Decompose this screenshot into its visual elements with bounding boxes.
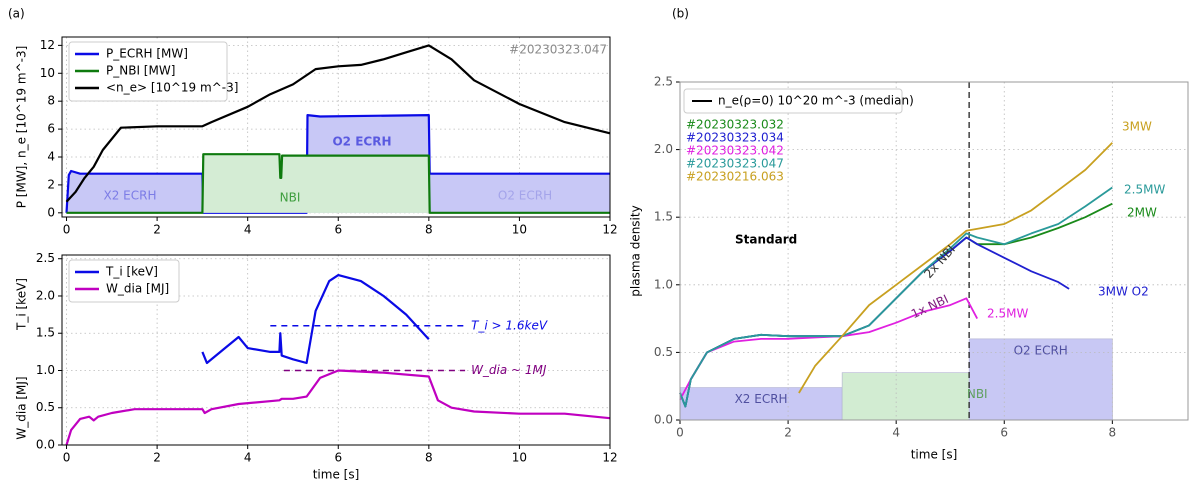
x-tick-label: 0 <box>63 451 71 465</box>
y-tick-label: 1.0 <box>654 277 673 291</box>
x-tick-label: 8 <box>1109 426 1117 440</box>
y-tick-label: 0 <box>47 205 55 219</box>
annotation: 2.5MW <box>1124 183 1165 197</box>
panel-label: (a) <box>8 7 25 21</box>
y-tick-label: 2.5 <box>36 251 55 265</box>
annotation: NBI <box>280 191 301 205</box>
y-tick-label: 1.5 <box>654 210 673 224</box>
x-tick-label: 6 <box>1000 426 1008 440</box>
annotation: 3MW <box>1122 120 1152 134</box>
panel-label: (b) <box>672 7 689 21</box>
legend-label: #20230323.047 <box>686 157 784 171</box>
x-tick-label: 6 <box>334 451 342 465</box>
legend-label: <n_e> [10^19 m^-3] <box>106 81 238 95</box>
x-tick-label: 2 <box>784 426 792 440</box>
legend-box <box>68 41 228 102</box>
annotation: Standard <box>735 233 797 247</box>
legend-label: n_e(ρ=0) 10^20 m^-3 (median) <box>718 94 914 108</box>
x-tick-label: 12 <box>602 451 617 465</box>
x-axis-label: time [s] <box>911 448 958 462</box>
y-axis-label: T_i [keV] <box>15 278 29 331</box>
region-label: NBI <box>967 387 988 401</box>
series-line <box>65 44 611 203</box>
series-line <box>201 274 430 365</box>
x-tick-label: 2 <box>153 451 161 465</box>
y-tick-label: 1.5 <box>36 326 55 340</box>
annotation: 3MW O2 <box>1098 285 1149 299</box>
x-tick-label: 10 <box>512 451 527 465</box>
legend-label: #20230216.063 <box>686 170 784 184</box>
region-label: O2 ECRH <box>1014 343 1068 357</box>
area <box>66 154 610 213</box>
x-tick-label: 4 <box>244 223 252 237</box>
series-line <box>66 153 610 214</box>
x-tick-label: 8 <box>425 451 433 465</box>
x-tick-label: 6 <box>334 223 342 237</box>
y-tick-label: 10 <box>40 66 55 80</box>
legend-label: #20230323.034 <box>686 131 784 145</box>
legend-label: P_ECRH [MW] <box>106 47 188 61</box>
y-tick-label: 2.5 <box>654 75 673 89</box>
region-label: X2 ECRH <box>735 392 788 406</box>
legend-label: W_dia [MJ] <box>106 282 169 296</box>
annotation: O2 ECRH <box>498 189 552 203</box>
annotation: 2.5MW <box>987 307 1028 321</box>
y-tick-label: 12 <box>40 38 55 52</box>
plot-frame <box>61 254 611 446</box>
y-tick-label: 1.0 <box>36 363 55 377</box>
y-tick-label: 0.5 <box>36 400 55 414</box>
y-tick-label: 6 <box>47 122 55 136</box>
y-axis-label: plasma density <box>629 205 643 296</box>
x-tick-label: 10 <box>512 223 527 237</box>
annotation: 2MW <box>1127 206 1157 220</box>
x-tick-label: 2 <box>153 223 161 237</box>
y-tick-label: 0.0 <box>654 413 673 427</box>
x-tick-label: 0 <box>63 223 71 237</box>
y-tick-label: 2 <box>47 177 55 191</box>
region <box>679 387 843 421</box>
series-line <box>798 142 1113 394</box>
legend-box <box>68 259 180 303</box>
x-tick-label: 4 <box>892 426 900 440</box>
y-tick-label: 0.5 <box>654 345 673 359</box>
plot-frame <box>679 81 1189 421</box>
y-tick-label: 0.0 <box>36 438 55 452</box>
y-tick-label: 4 <box>47 150 55 164</box>
series-line <box>65 369 611 446</box>
annotation: O2 ECRH <box>332 135 391 149</box>
series-line <box>679 186 1113 408</box>
x-tick-label: 4 <box>244 451 252 465</box>
annotation: #20230323.047 <box>509 43 607 57</box>
legend-box <box>683 88 903 114</box>
reference-label: T_i > 1.6keV <box>471 318 548 332</box>
annotation: 1x NBI <box>909 292 951 321</box>
y-axis-label: P [MW], n_e [10^19 m^-3] <box>15 46 29 209</box>
x-tick-label: 8 <box>425 223 433 237</box>
reference-label: W_dia ~ 1MJ <box>471 363 547 377</box>
plot-frame <box>61 36 611 218</box>
legend-label: P_NBI [MW] <box>106 64 175 78</box>
x-tick-label: 0 <box>676 426 684 440</box>
y-axis-label: W_dia [MJ] <box>15 376 29 439</box>
annotation: X2 ECRH <box>104 189 157 203</box>
y-tick-label: 8 <box>47 94 55 108</box>
legend-label: #20230323.032 <box>686 118 784 132</box>
legend-label: #20230323.042 <box>686 144 784 158</box>
x-tick-label: 12 <box>602 223 617 237</box>
y-tick-label: 2.0 <box>36 288 55 302</box>
y-tick-label: 2.0 <box>654 142 673 156</box>
x-axis-label: time [s] <box>313 468 360 482</box>
legend-label: T_i [keV] <box>105 265 158 279</box>
